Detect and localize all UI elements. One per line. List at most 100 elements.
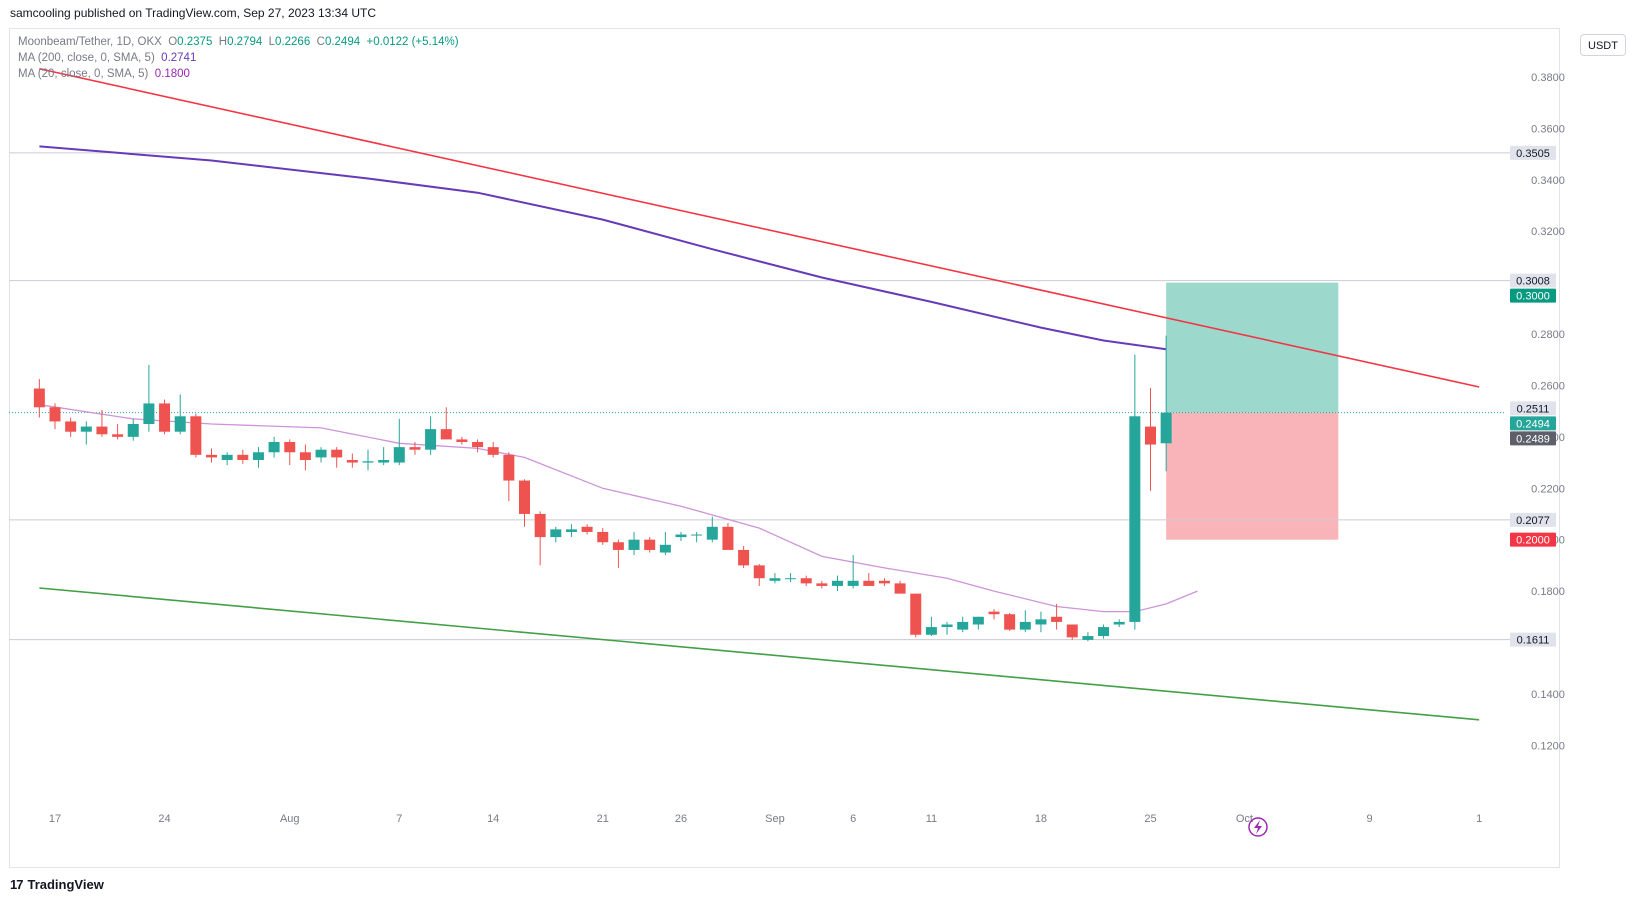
candle[interactable]: [534, 511, 546, 566]
candle[interactable]: [519, 479, 530, 527]
stop-loss-zone[interactable]: [1166, 412, 1339, 540]
candle[interactable]: [1035, 611, 1047, 633]
candle[interactable]: [1019, 610, 1031, 633]
candle[interactable]: [96, 409, 108, 437]
candle[interactable]: [190, 413, 202, 458]
trendline-green[interactable]: [39, 587, 1480, 721]
target-zone[interactable]: [1166, 282, 1339, 413]
candle[interactable]: [346, 453, 358, 468]
chart-frame[interactable]: [9, 28, 1560, 868]
price-label-text: 0.2489: [1516, 433, 1550, 445]
candle[interactable]: [1145, 388, 1156, 491]
candle[interactable]: [127, 418, 139, 441]
candle[interactable]: [1129, 354, 1141, 630]
candle[interactable]: [362, 449, 374, 471]
candle[interactable]: [941, 621, 953, 635]
currency-button[interactable]: USDT: [1580, 34, 1626, 56]
close-label: C: [316, 36, 325, 48]
price-tick-label: 0.2200: [1531, 483, 1565, 495]
candle[interactable]: [1160, 335, 1172, 472]
candle[interactable]: [80, 421, 92, 445]
candle[interactable]: [581, 524, 593, 535]
candle[interactable]: [847, 555, 859, 589]
candle[interactable]: [628, 531, 640, 556]
candle[interactable]: [769, 573, 781, 584]
legend-ma200-row[interactable]: MA (200, close, 0, SMA, 5) 0.2741: [18, 50, 459, 66]
candle[interactable]: [1113, 619, 1125, 628]
candle[interactable]: [972, 616, 984, 630]
candle[interactable]: [33, 379, 45, 418]
candle[interactable]: [331, 447, 343, 468]
candle[interactable]: [1098, 624, 1110, 639]
candle[interactable]: [206, 448, 217, 463]
candle[interactable]: [472, 439, 484, 453]
trendline-red[interactable]: [39, 67, 1480, 388]
candle[interactable]: [425, 416, 437, 455]
candle[interactable]: [785, 573, 797, 583]
candle[interactable]: [49, 403, 61, 430]
candle[interactable]: [221, 452, 233, 466]
candle[interactable]: [988, 609, 1000, 620]
candle-body: [1129, 416, 1141, 622]
candle-body: [268, 441, 280, 453]
candle[interactable]: [957, 616, 969, 633]
candle[interactable]: [706, 516, 718, 543]
candle[interactable]: [832, 575, 843, 592]
candle-body: [659, 544, 671, 553]
candle[interactable]: [299, 444, 311, 471]
candle[interactable]: [925, 616, 937, 637]
candle[interactable]: [863, 573, 875, 586]
candle[interactable]: [659, 531, 671, 556]
candle[interactable]: [691, 531, 703, 543]
candle[interactable]: [409, 441, 421, 455]
candle[interactable]: [1082, 632, 1094, 642]
candle[interactable]: [1004, 612, 1016, 631]
candle-body: [299, 452, 311, 460]
candle[interactable]: [65, 417, 77, 437]
candle-body: [581, 526, 593, 532]
candle[interactable]: [644, 537, 656, 553]
candle[interactable]: [722, 522, 734, 550]
candle[interactable]: [252, 447, 264, 468]
candle[interactable]: [393, 418, 405, 466]
candle[interactable]: [878, 578, 890, 586]
candle[interactable]: [1051, 603, 1063, 630]
tradingview-logo[interactable]: 17 TradingView: [10, 877, 104, 892]
candle[interactable]: [550, 526, 562, 543]
candle[interactable]: [800, 575, 812, 586]
ma20-line[interactable]: [39, 404, 1198, 613]
candle[interactable]: [910, 593, 922, 638]
ma200-line[interactable]: [39, 145, 1167, 351]
price-tick-label: 0.2600: [1531, 380, 1565, 392]
ma200-value: 0.2741: [161, 52, 197, 64]
candle[interactable]: [456, 436, 468, 445]
candle[interactable]: [440, 407, 452, 440]
candle[interactable]: [315, 447, 327, 463]
candle[interactable]: [143, 364, 155, 432]
candle[interactable]: [112, 423, 124, 440]
candle[interactable]: [487, 441, 499, 458]
candle[interactable]: [816, 580, 828, 589]
candle[interactable]: [159, 399, 171, 435]
candle[interactable]: [237, 449, 249, 464]
candle[interactable]: [597, 528, 609, 545]
candle-body: [1160, 412, 1172, 444]
candle[interactable]: [612, 539, 624, 568]
time-tick-label: 6: [850, 813, 856, 825]
legend-ma20-row[interactable]: MA (20, close, 0, SMA, 5) 0.1800: [18, 66, 459, 82]
lightning-icon[interactable]: [1248, 817, 1268, 837]
candle[interactable]: [738, 546, 750, 568]
symbol-name[interactable]: Moonbeam/Tether, 1D, OKX: [18, 36, 162, 48]
candle[interactable]: [503, 452, 515, 502]
candle[interactable]: [894, 580, 906, 594]
candle[interactable]: [753, 564, 765, 586]
candle[interactable]: [268, 436, 280, 458]
candle[interactable]: [1066, 624, 1078, 640]
candle[interactable]: [565, 524, 577, 538]
candle[interactable]: [174, 394, 186, 435]
candle[interactable]: [675, 531, 687, 541]
price-tick-label: 0.3200: [1531, 226, 1565, 238]
candle[interactable]: [378, 447, 390, 466]
candle[interactable]: [284, 439, 296, 466]
